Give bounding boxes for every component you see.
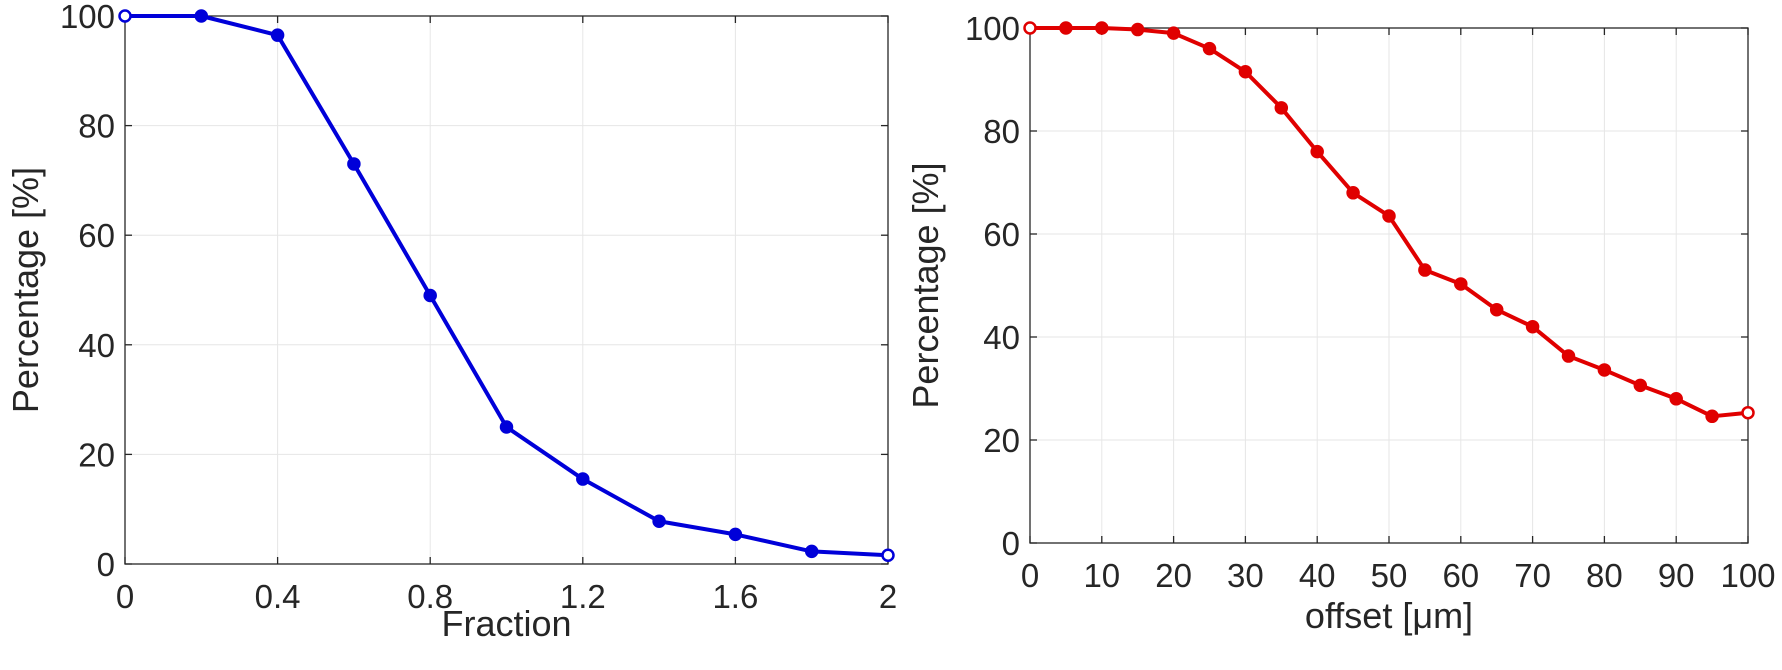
- y-tick-label: 40: [983, 319, 1020, 356]
- x-tick-label: 70: [1514, 557, 1551, 594]
- data-point: [499, 420, 514, 434]
- y-tick-label: 20: [983, 422, 1020, 459]
- data-point: [728, 527, 743, 542]
- data-point: [1454, 277, 1468, 291]
- x-tick-label: 10: [1083, 557, 1120, 594]
- y-tick-label: 80: [983, 113, 1020, 150]
- data-point: [1669, 392, 1683, 406]
- axes-box: [124, 15, 889, 565]
- x-tick-label: 2: [879, 578, 897, 615]
- x-tick-label: 0.4: [255, 578, 301, 615]
- x-tick-label: 90: [1658, 557, 1695, 594]
- data-point: [194, 9, 209, 23]
- y-tick-label: 100: [60, 0, 115, 35]
- y-axis-label: Percentage [%]: [905, 162, 946, 408]
- chart-fraction: 0 0.4 0.8 1.2 1.6 2020406080100FractionPercen…: [5, 0, 897, 644]
- data-point: [1310, 144, 1324, 159]
- data-point: [1274, 101, 1289, 115]
- data-point: [1202, 41, 1217, 56]
- data-point: [1130, 22, 1145, 37]
- y-tick-label: 100: [965, 10, 1020, 47]
- data-point: [270, 28, 285, 42]
- data-point: [1095, 21, 1109, 35]
- x-tick-label: 30: [1227, 557, 1264, 594]
- x-tick-label: 80: [1586, 557, 1623, 594]
- data-point: [347, 157, 361, 171]
- data-point: [1561, 349, 1576, 363]
- y-tick-label: 20: [78, 436, 115, 473]
- chart-offset: 0 10 20 30 40 50 60 70 80 90 100 0 20 40 60 80 100 offset…: [905, 10, 1776, 636]
- data-point: [1741, 405, 1755, 420]
- plot-area: [125, 16, 888, 564]
- data-point: [881, 548, 895, 562]
- y-tick-label: 60: [78, 217, 115, 254]
- data-point: [1633, 378, 1648, 393]
- x-tick-label: 100: [1720, 557, 1775, 594]
- x-tick-label: 0: [1021, 557, 1039, 594]
- data-point: [1525, 319, 1540, 334]
- data-point: [423, 288, 437, 303]
- x-tick-label: 0.8: [407, 578, 453, 615]
- x-tick-label: 50: [1371, 557, 1408, 594]
- y-tick-label: 80: [78, 108, 115, 145]
- x-tick-label: 60: [1442, 557, 1479, 594]
- data-point: [1705, 409, 1719, 424]
- data-point: [1023, 21, 1037, 35]
- data-point: [1166, 26, 1181, 40]
- y-tick-label: 0: [1002, 525, 1020, 562]
- data-point: [1059, 21, 1073, 35]
- y-tick-label: 40: [78, 327, 115, 364]
- data-point: [118, 9, 132, 23]
- data-point: [1346, 186, 1360, 200]
- x-tick-label: 20: [1155, 557, 1192, 594]
- x-tick-label: 40: [1299, 557, 1336, 594]
- x-axis-label: offset [μm]: [1305, 595, 1473, 636]
- y-tick-label: 0: [97, 546, 115, 583]
- x-axis-label: Fraction: [441, 603, 571, 644]
- x-tick-label: 1.6: [712, 578, 758, 615]
- x-tick-label: 1.2: [560, 578, 606, 615]
- data-point: [1489, 302, 1504, 317]
- data-point: [1238, 65, 1253, 79]
- y-axis-label: Percentage [%]: [5, 167, 46, 413]
- y-tick-label: 60: [983, 216, 1020, 253]
- data-point: [652, 514, 666, 529]
- data-point: [576, 472, 590, 486]
- x-tick-label: 0: [116, 578, 134, 615]
- data-point: [804, 544, 819, 559]
- data-point: [1382, 209, 1396, 223]
- data-point: [1597, 363, 1612, 377]
- data-point: [1418, 263, 1432, 277]
